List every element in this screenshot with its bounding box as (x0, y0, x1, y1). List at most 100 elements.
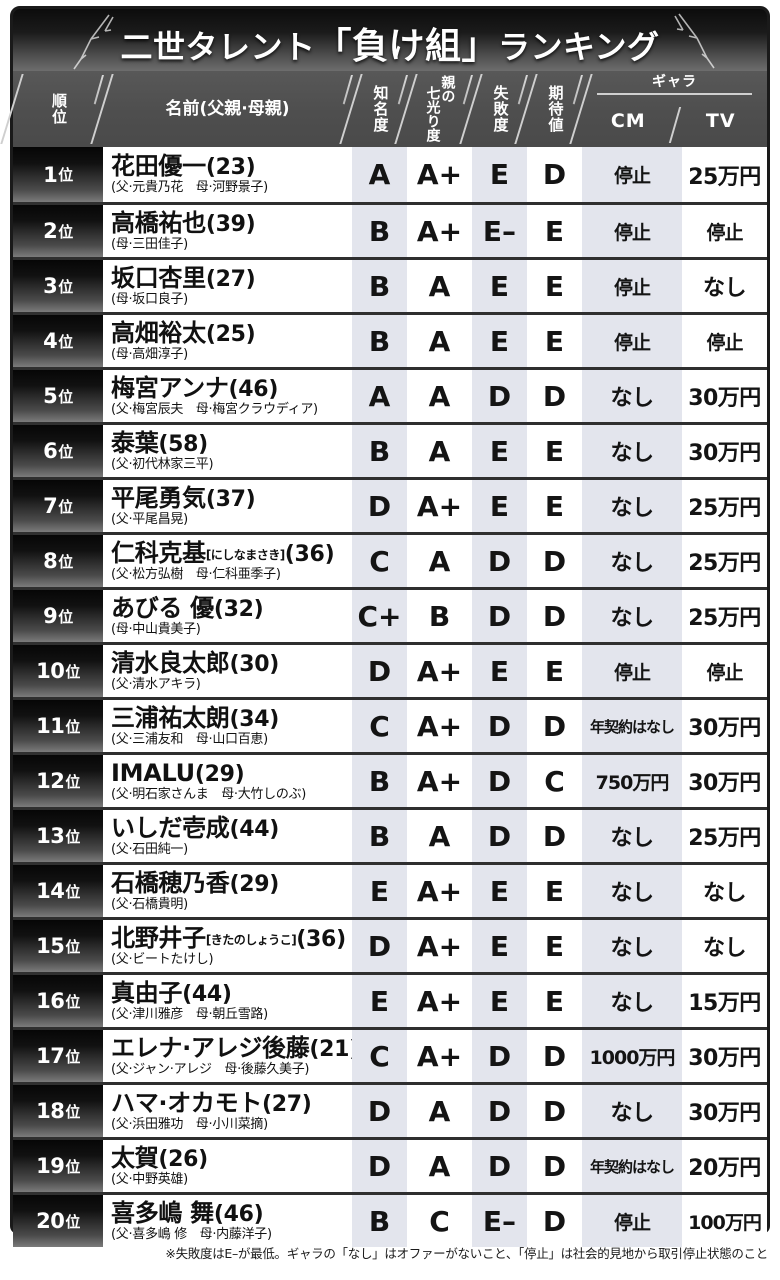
expectation-cell: D (527, 147, 582, 202)
talent-name-text: いしだ壱成 (111, 813, 230, 842)
pay-tv-value: 30万円 (688, 716, 761, 741)
pay-tv-value: 15万円 (688, 991, 761, 1016)
expectation-cell: D (527, 810, 582, 862)
talent-name-text: 喜多嶋 舞 (111, 1198, 214, 1227)
talent-name: エレナ·アレジ後藤(21) (111, 1035, 352, 1062)
pay-tv-cell: 15万円 (682, 975, 767, 1027)
table-frame: 二世タレント「負け組」ランキング 順位 名前(父親·母親) 知名度 七光り度 親… (0, 6, 770, 1247)
rank-number: 10 (36, 659, 65, 683)
pay-cm-value: 停止 (613, 331, 651, 354)
column-header-failure-label: 失敗度 (491, 85, 510, 133)
pay-cm-cell: 停止 (582, 260, 682, 312)
pay-cm-cell: 停止 (582, 645, 682, 697)
nepotism-cell: A+ (407, 205, 472, 257)
pay-tv-cell: 30万円 (682, 370, 767, 422)
rank-suffix: 位 (65, 1212, 80, 1231)
pay-cm-value: なし (610, 826, 654, 851)
rank-suffix: 位 (58, 387, 73, 406)
rank-cell: 18 位 (13, 1085, 103, 1137)
name-cell: ハマ·オカモト(27) (父·浜田雅功 母·小川菜摘) (103, 1085, 352, 1137)
pay-cm-value: なし (610, 881, 654, 906)
talent-name-text: 坂口杏里 (111, 263, 206, 292)
failure-cell: E (472, 260, 527, 312)
pay-tv-value: なし (702, 881, 747, 906)
rank-cell: 10 位 (13, 645, 103, 697)
talent-age: (30) (229, 651, 280, 677)
fame-cell: C (352, 535, 407, 587)
name-cell: 仁科克基[にしなまさき](36) (父·松方弘樹 母·仁科亜季子) (103, 535, 352, 587)
pay-tv-cell: 30万円 (682, 700, 767, 752)
pay-tv-value: 25万円 (688, 551, 761, 576)
column-header-pay-cm: CM (610, 109, 646, 132)
pay-cm-cell: なし (582, 1085, 682, 1137)
table-row: 12 位 IMALU(29) (父·明石家さんま 母·大竹しのぶ) B A+ D C 750万円… (13, 752, 767, 807)
rank-number: 7 (43, 494, 58, 518)
rank-cell: 20 位 (13, 1195, 103, 1247)
column-header-expectation-label: 期待値 (546, 85, 565, 133)
talent-age: (44) (229, 816, 280, 842)
rank-suffix: 位 (58, 442, 73, 461)
pay-cm-cell: なし (582, 810, 682, 862)
talent-name: あびる 優(32) (111, 595, 346, 622)
expectation-cell: D (527, 700, 582, 752)
failure-cell: D (472, 755, 527, 807)
talent-name-text: ハマ·オカモト (111, 1088, 263, 1117)
pay-cm-value: なし (610, 991, 654, 1016)
pay-tv-cell: 100万円 (682, 1195, 767, 1247)
pay-tv-value: 30万円 (688, 771, 761, 796)
pay-cm-value: なし (610, 1101, 654, 1126)
rank-suffix: 位 (58, 607, 73, 626)
nepotism-cell: A (407, 810, 472, 862)
expectation-cell: E (527, 480, 582, 532)
rank-cell: 15 位 (13, 920, 103, 972)
pay-cm-value: 年契約はなし (589, 1157, 675, 1176)
talent-name-text: 北野井子 (111, 923, 206, 952)
table-row: 13 位いしだ壱成(44) (父·石田純一) B A D D なし 25万円 (13, 807, 767, 862)
pay-tv-cell: なし (682, 260, 767, 312)
expectation-cell: D (527, 535, 582, 587)
table-row: 10 位清水良太郎(30) (父·清水アキラ) D A+ E E 停止 停止 (13, 642, 767, 697)
talent-name: 平尾勇気(37) (111, 483, 346, 512)
talent-name: 三浦祐太朗(34) (111, 705, 346, 732)
failure-cell: E– (472, 205, 527, 257)
rank-cell: 17 位 (13, 1030, 103, 1082)
talent-parents: (父·石橋貴明) (111, 896, 188, 912)
failure-cell: E (472, 480, 527, 532)
talent-name-text: 平尾勇気 (111, 483, 206, 512)
expectation-cell: D (527, 1140, 582, 1192)
pay-cm-cell: なし (582, 370, 682, 422)
pay-tv-value: なし (702, 936, 747, 961)
table-row: 11 位三浦祐太朗(34) (父·三浦友和 母·山口百恵) C A+ D D 年契約はなし 30… (13, 697, 767, 752)
failure-cell: E (472, 920, 527, 972)
pay-cm-cell: なし (582, 425, 682, 477)
talent-age: (29) (229, 871, 280, 897)
talent-age: (27) (205, 266, 256, 292)
pay-tv-cell: 30万円 (682, 425, 767, 477)
name-cell: 三浦祐太朗(34) (父·三浦友和 母·山口百恵) (103, 700, 352, 752)
rank-suffix: 位 (65, 1102, 80, 1121)
table-row: 19 位太賀(26) (父·中野英雄) D A D D 年契約はなし 20万円 (13, 1137, 767, 1192)
fame-cell: C (352, 1030, 407, 1082)
pay-tv-value: 20万円 (688, 1156, 761, 1181)
rank-suffix: 位 (58, 332, 73, 351)
nepotism-cell: A+ (407, 865, 472, 917)
table-row: 2 位高橋祐也(39) (母·三田佳子) B A+ E– E 停止 停止 (13, 202, 767, 257)
talent-name: 坂口杏里(27) (111, 263, 346, 292)
fame-cell: B (352, 810, 407, 862)
rank-number: 13 (36, 824, 65, 848)
expectation-cell: E (527, 920, 582, 972)
name-cell: いしだ壱成(44) (父·石田純一) (103, 810, 352, 862)
talent-name: 太賀(26) (111, 1145, 346, 1172)
pay-tv-value: 100万円 (688, 1211, 762, 1234)
pay-header-divider (596, 92, 753, 95)
pay-tv-value: 25万円 (688, 496, 761, 521)
talent-age: (26) (158, 1146, 208, 1172)
rank-suffix: 位 (65, 717, 80, 736)
page-title: 二世タレント「負け組」ランキング (13, 17, 767, 69)
